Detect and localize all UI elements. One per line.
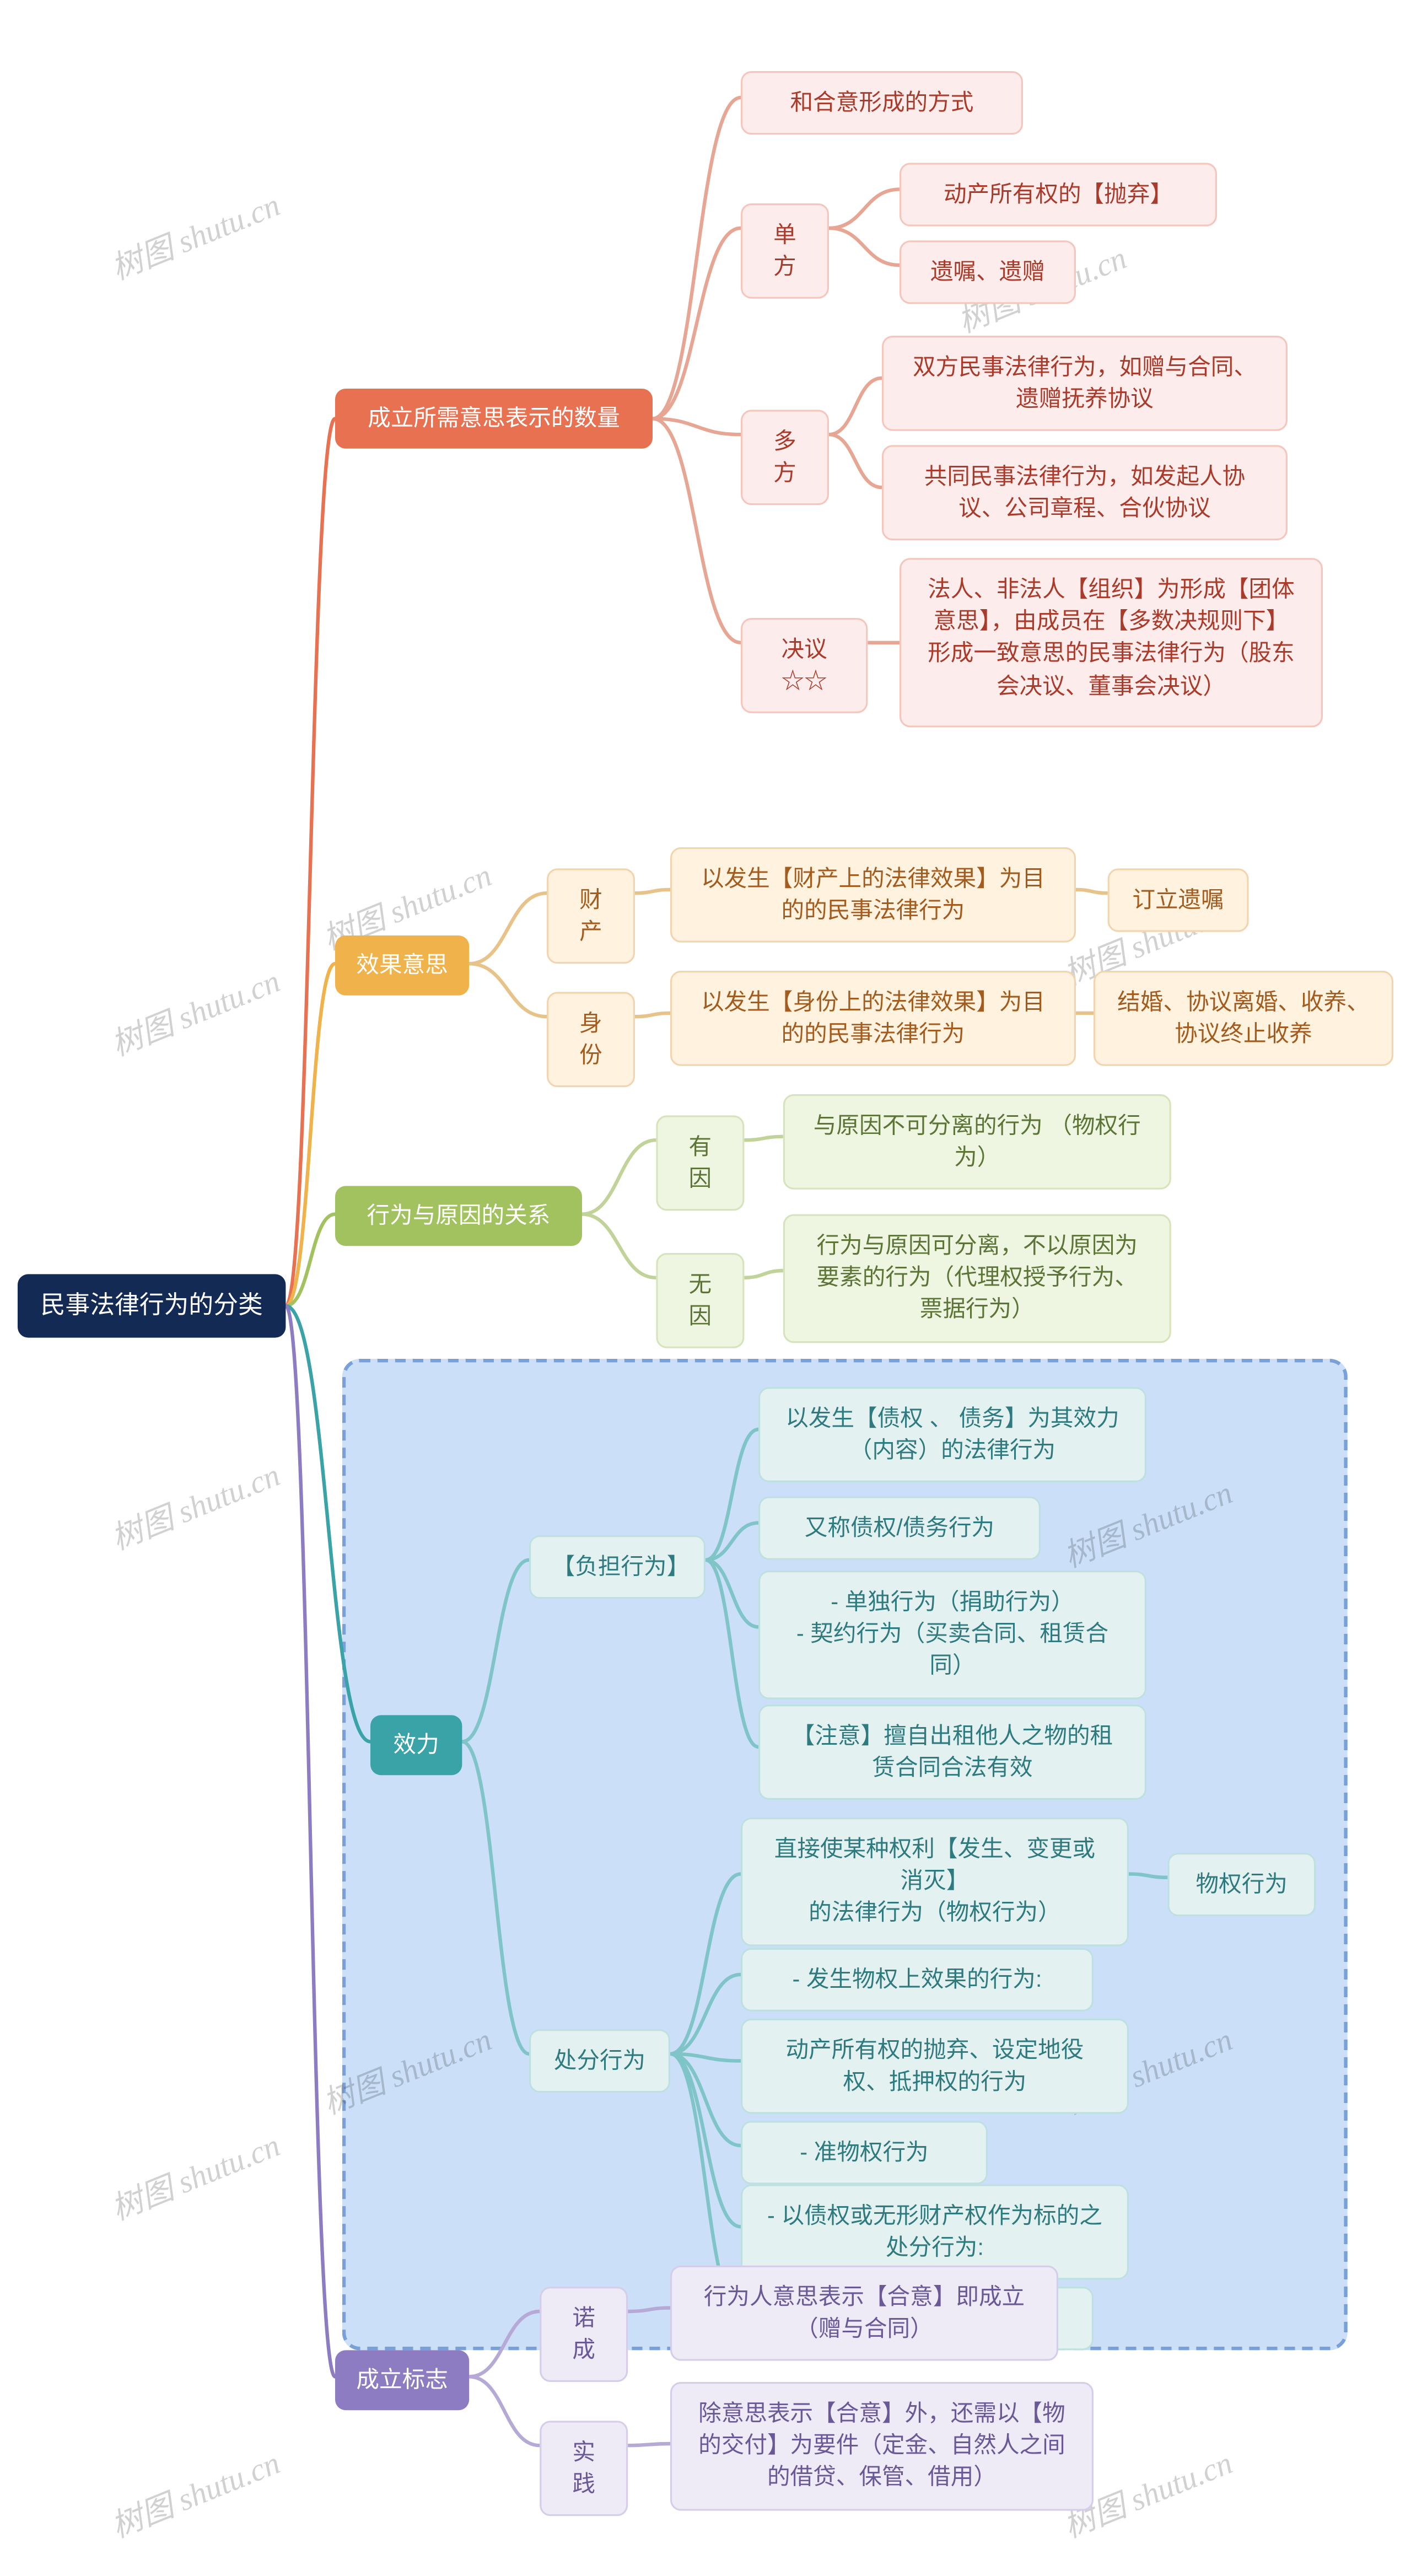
node-g1[interactable]: 有因 [656, 1115, 744, 1211]
node-y2[interactable]: 身份 [547, 992, 635, 1088]
node-p2[interactable]: 实践 [540, 2421, 628, 2516]
node-o0[interactable]: 和合意形成的方式 [741, 71, 1023, 135]
edge [582, 1214, 656, 1277]
edge [582, 1140, 656, 1214]
node-p1a[interactable]: 行为人意思表示【合意】即成立 （赠与合同） [670, 2265, 1058, 2361]
node-root[interactable]: 民事法律行为的分类 [18, 1274, 286, 1337]
node-t2[interactable]: 处分行为 [529, 2029, 670, 2093]
node-o1b[interactable]: 遗嘱、遗赠 [900, 240, 1076, 304]
edge [829, 228, 900, 265]
node-t1a[interactable]: 以发生【债权 、 债务】为其效力（内容）的法律行为 [758, 1387, 1146, 1483]
node-o3[interactable]: 决议☆☆ [741, 618, 868, 714]
edge [286, 1306, 335, 2376]
watermark: 树图 shutu.cn [104, 956, 286, 1066]
node-y2a[interactable]: 以发生【身份上的法律效果】为目的的民事法律行为 [670, 971, 1076, 1067]
node-o3a[interactable]: 法人、非法人【组织】为形成【团体意思】，由成员在【多数决规则下】 形成一致意思的… [900, 558, 1323, 727]
node-o1[interactable]: 单方 [741, 203, 829, 299]
edge [635, 1013, 670, 1016]
edge [744, 1271, 783, 1278]
node-t1c[interactable]: - 单独行为（捐助行为） - 契约行为（买卖合同、租赁合同） [758, 1571, 1146, 1698]
node-y1b[interactable]: 订立遗嘱 [1108, 868, 1249, 932]
edge [635, 889, 670, 892]
edge [469, 893, 547, 964]
node-y1a[interactable]: 以发生【财产上的法律效果】为目的的民事法律行为 [670, 847, 1076, 943]
edge [628, 2444, 670, 2445]
node-t1[interactable]: 【负担行为】 [529, 1535, 706, 1599]
edge [744, 1136, 783, 1139]
node-p1[interactable]: 诺成 [540, 2287, 628, 2383]
node-p2a[interactable]: 除意思表示【合意】外，还需以【物的交付】为要件（定金、自然人之间的借贷、保管、借… [670, 2382, 1094, 2510]
node-o1a[interactable]: 动产所有权的【抛弃】 [900, 163, 1217, 227]
node-o2a[interactable]: 双方民事法律行为，如赠与合同、遗赠抚养协议 [882, 336, 1288, 432]
node-y1[interactable]: 财产 [547, 868, 635, 964]
watermark: 树图 shutu.cn [104, 2438, 286, 2547]
node-b4[interactable]: 效力 [370, 1715, 462, 1775]
edge [1076, 889, 1108, 892]
edge [286, 964, 335, 1306]
mindmap-stage: 树图 shutu.cn 树图 shutu.cn 树图 shutu.cn 树图 shut… [0, 1, 1411, 2576]
node-t1d[interactable]: 【注意】擅自出租他人之物的租赁合同合法有效 [758, 1704, 1146, 1800]
node-b5[interactable]: 成立标志 [335, 2350, 469, 2410]
node-g1a[interactable]: 与原因不可分离的行为 （物权行为） [783, 1094, 1171, 1190]
node-t2c[interactable]: 动产所有权的抛弃、设定地役权、抵押权的行为 [741, 2018, 1129, 2114]
edge [653, 418, 741, 642]
node-t2d[interactable]: - 准物权行为 [741, 2121, 988, 2185]
node-g2[interactable]: 无因 [656, 1253, 744, 1349]
edge [829, 378, 882, 434]
node-g2a[interactable]: 行为与原因可分离，不以原因为要素的行为（代理权授予行为、票据行为） [783, 1214, 1171, 1342]
edge [653, 418, 741, 434]
edge [286, 1214, 335, 1305]
node-b2[interactable]: 效果意思 [335, 935, 469, 996]
edge [829, 434, 882, 487]
edge [469, 964, 547, 1017]
edge [653, 228, 741, 418]
watermark: 树图 shutu.cn [104, 2121, 286, 2230]
node-t2a2[interactable]: 物权行为 [1167, 1853, 1316, 1917]
edge [469, 2376, 540, 2445]
node-b1[interactable]: 成立所需意思表示的数量 [335, 389, 653, 449]
edge [829, 189, 900, 228]
node-y2b[interactable]: 结婚、协议离婚、收养、协议终止收养 [1094, 971, 1393, 1067]
watermark: 树图 shutu.cn [104, 1450, 286, 1559]
node-o2b[interactable]: 共同民事法律行为，如发起人协议、公司章程、合伙协议 [882, 445, 1288, 541]
node-t2b[interactable]: - 发生物权上效果的行为: [741, 1948, 1094, 2012]
edge [286, 418, 335, 1306]
watermark: 树图 shutu.cn [104, 180, 286, 289]
node-o2[interactable]: 多方 [741, 410, 829, 505]
edge [653, 98, 741, 418]
node-t2a[interactable]: 直接使某种权利【发生、变更或消灭】 的法律行为（物权行为） [741, 1817, 1129, 1945]
node-b3[interactable]: 行为与原因的关系 [335, 1186, 582, 1246]
node-t1b[interactable]: 又称债权/债务行为 [758, 1496, 1041, 1560]
